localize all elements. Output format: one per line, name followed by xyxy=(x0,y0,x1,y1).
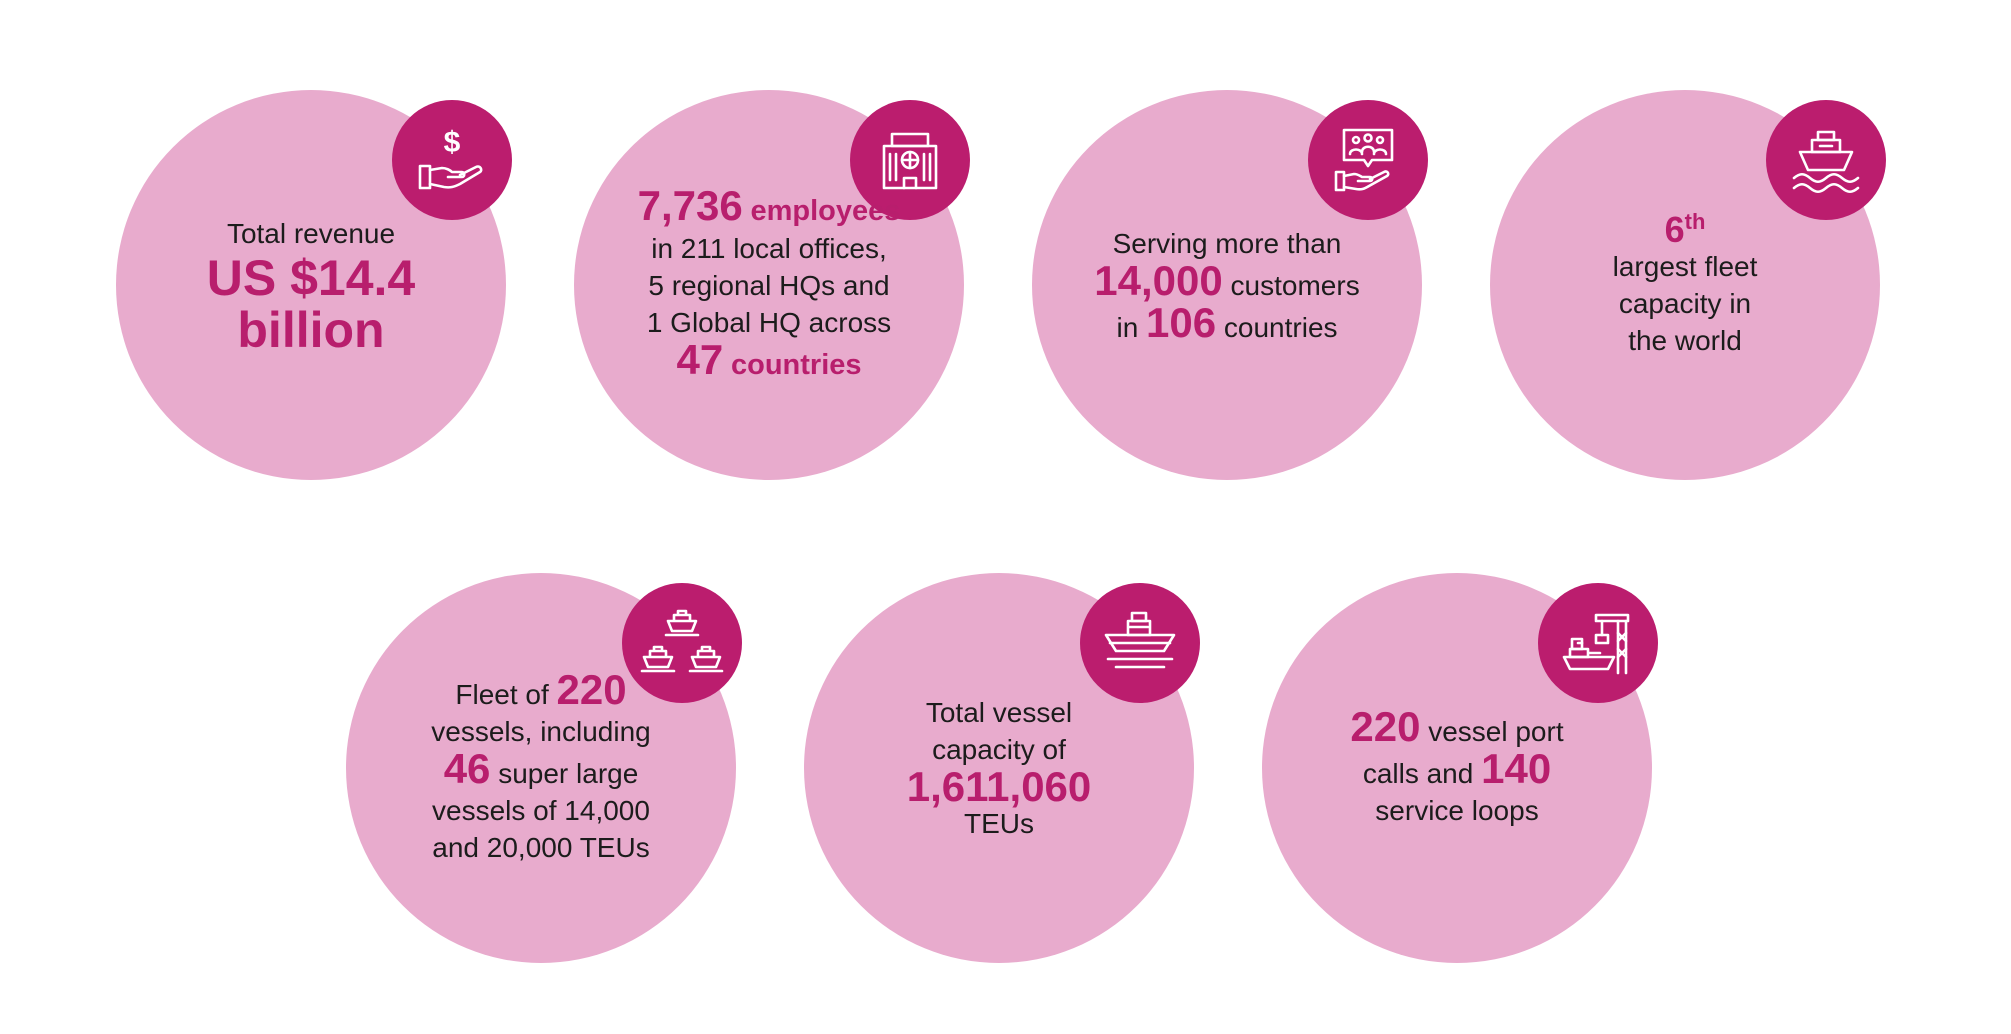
world-line: the world xyxy=(1628,325,1742,356)
stat-card-employees: 7,736 employees in 211 local offices, 5 … xyxy=(574,90,970,480)
stat-card-fleet: Fleet of 220 vessels, including 46 super… xyxy=(346,573,742,963)
countries-label: countries xyxy=(1223,311,1338,343)
port-crane-icon xyxy=(1538,583,1658,703)
countries-value: 47 xyxy=(676,335,724,383)
capacity-line: capacity in xyxy=(1618,288,1752,319)
vessels-line: vessels, including xyxy=(431,715,651,747)
cargo-ship-icon xyxy=(1080,583,1200,703)
stat-text: Total revenue US $14.4 billion xyxy=(156,90,466,480)
stat-text: 6th largest fleet capacity in the world xyxy=(1530,90,1840,480)
capacity-value: 1,611,060 xyxy=(906,763,1092,810)
total-vessel-line: Total vessel xyxy=(925,697,1073,728)
global-line: 1 Global HQ across xyxy=(646,306,892,338)
svg-text:$: $ xyxy=(444,126,461,159)
fleet-value: 220 xyxy=(556,665,627,713)
service-loops-label: service loops xyxy=(1375,794,1539,826)
fleet-prefix: Fleet of xyxy=(455,678,549,710)
three-ships-icon xyxy=(622,583,742,703)
stat-text: Fleet of 220 vessels, including 46 super… xyxy=(386,573,696,963)
calls-and-label: calls and xyxy=(1362,757,1474,789)
offices-line: in 211 local offices, xyxy=(651,232,887,264)
port-calls-value: 220 xyxy=(1350,702,1421,750)
dollar-hand-icon: $ xyxy=(392,100,512,220)
rank-suffix: th xyxy=(1684,209,1706,234)
countries-label: countries xyxy=(730,348,862,381)
in-label: in xyxy=(1116,311,1139,343)
teus-unit: TEUs xyxy=(964,808,1034,839)
employees-value: 7,736 xyxy=(637,181,743,229)
stat-text: Total vessel capacity of 1,611,060 TEUs xyxy=(844,573,1154,963)
customers-label: customers xyxy=(1230,269,1360,301)
stat-card-capacity: Total vessel capacity of 1,611,060 TEUs xyxy=(804,573,1200,963)
stat-card-customers: Serving more than 14,000 customers in 10… xyxy=(1032,90,1428,480)
revenue-value-line1: US $14.4 xyxy=(206,249,416,306)
revenue-label: Total revenue xyxy=(226,217,396,249)
employees-label: employees xyxy=(750,194,901,227)
vessels-of-line: vessels of 14,000 xyxy=(432,794,650,826)
super-large-value: 46 xyxy=(443,744,491,792)
countries-value: 106 xyxy=(1146,298,1217,346)
teus-line: and 20,000 TEUs xyxy=(432,831,650,863)
regional-line: 5 regional HQs and xyxy=(648,269,890,301)
stat-text: 220 vessel port calls and 140 service lo… xyxy=(1302,573,1612,963)
customers-value: 14,000 xyxy=(1094,256,1223,304)
stat-card-revenue: $ Total revenue US $14.4 billion xyxy=(116,90,512,480)
rank-value: 6 xyxy=(1664,209,1685,250)
stat-card-port-calls: 220 vessel port calls and 140 service lo… xyxy=(1262,573,1658,963)
capacity-of-line: capacity of xyxy=(932,734,1066,765)
super-large-label: super large xyxy=(498,757,639,789)
service-loops-value: 140 xyxy=(1481,744,1552,792)
stat-text: 7,736 employees in 211 local offices, 5 … xyxy=(614,90,924,480)
ship-waves-icon xyxy=(1766,100,1886,220)
serving-line: Serving more than xyxy=(1112,227,1342,259)
stat-text: Serving more than 14,000 customers in 10… xyxy=(1072,90,1382,480)
office-building-icon xyxy=(850,100,970,220)
largest-line: largest fleet xyxy=(1612,251,1758,282)
stat-card-fleet-rank: 6th largest fleet capacity in the world xyxy=(1490,90,1886,480)
customers-hand-icon xyxy=(1308,100,1428,220)
port-calls-label: vessel port xyxy=(1428,715,1564,747)
revenue-value-line2: billion xyxy=(237,301,385,358)
